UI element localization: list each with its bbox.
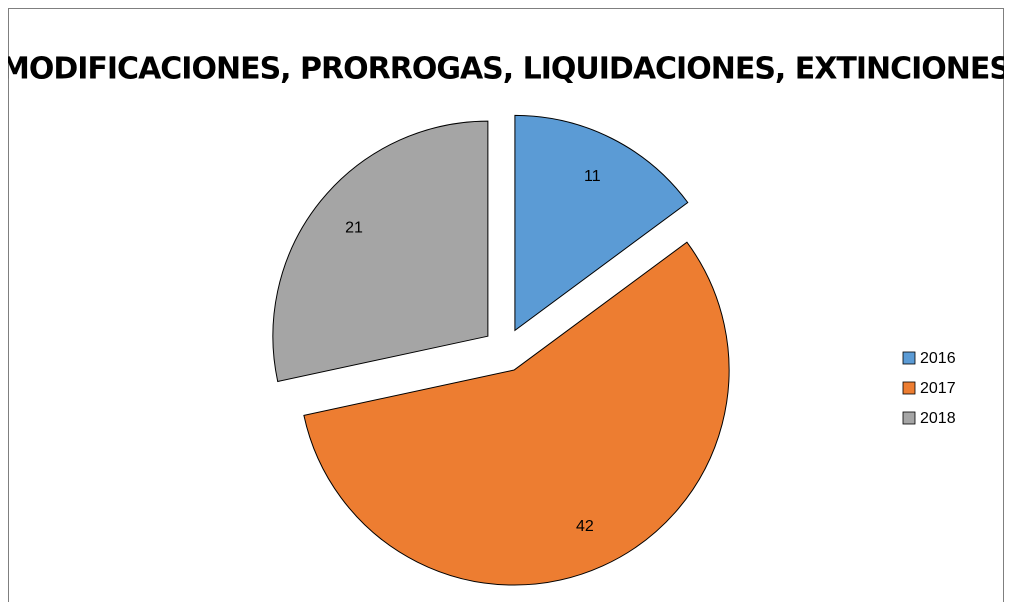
pie-slice xyxy=(303,241,730,586)
pie-slice xyxy=(272,120,489,383)
legend-swatch xyxy=(902,411,916,425)
legend-label: 2018 xyxy=(920,410,956,427)
data-label: 11 xyxy=(584,168,601,185)
pie-slice xyxy=(514,114,689,332)
data-label: 21 xyxy=(345,219,363,236)
chart-title: MODIFICACIONES, PRORROGAS, LIQUIDACIONES… xyxy=(0,52,1010,87)
data-label: 42 xyxy=(576,518,594,535)
legend-label: 2016 xyxy=(920,350,956,367)
legend-swatch xyxy=(902,381,916,395)
legend-label: 2017 xyxy=(920,380,956,397)
legend-swatch xyxy=(902,351,916,365)
